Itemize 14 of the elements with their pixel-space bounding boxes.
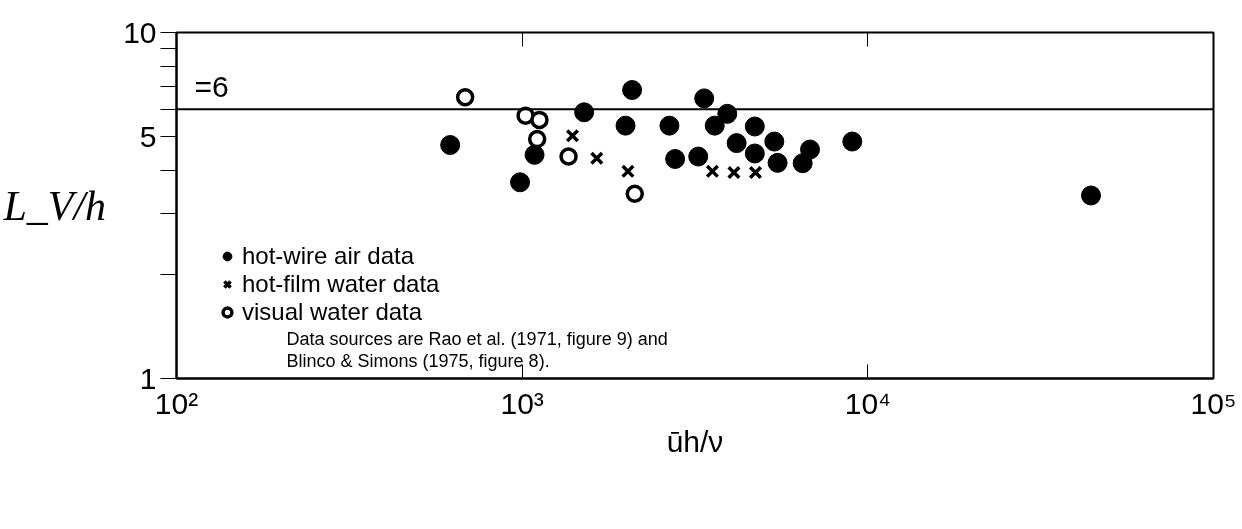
y-tick-label: 1 <box>139 362 157 395</box>
legend-label: visual water data <box>242 298 423 326</box>
legend-label: hot-wire air data <box>242 242 415 270</box>
legend-label: hot-film water data <box>242 270 440 298</box>
y-tick-label: 5 <box>139 120 157 154</box>
y-tick-label: 10 <box>123 16 157 49</box>
y-axis-title: L_V/h <box>2 182 107 229</box>
ref-line-label: =6 <box>194 70 229 104</box>
x-tick-label: 10⁵ <box>1190 386 1237 420</box>
x-axis-title: ūh/ν <box>666 424 724 458</box>
x-tick-label: 10³ <box>500 386 544 420</box>
x-tick-label: 10² <box>154 386 199 420</box>
x-tick-label: 10⁴ <box>844 386 891 420</box>
annotation: Data sources are Rao et al. (1971, figure 9) and Blinco & Simons (1975, figure 8). <box>286 328 668 371</box>
